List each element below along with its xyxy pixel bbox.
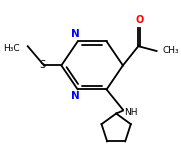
- Text: CH₃: CH₃: [162, 46, 179, 55]
- Text: H₃C: H₃C: [3, 44, 20, 53]
- Text: S: S: [39, 60, 45, 70]
- Text: NH: NH: [124, 108, 137, 117]
- Text: N: N: [71, 91, 80, 101]
- Text: O: O: [135, 15, 143, 25]
- Text: N: N: [71, 30, 80, 39]
